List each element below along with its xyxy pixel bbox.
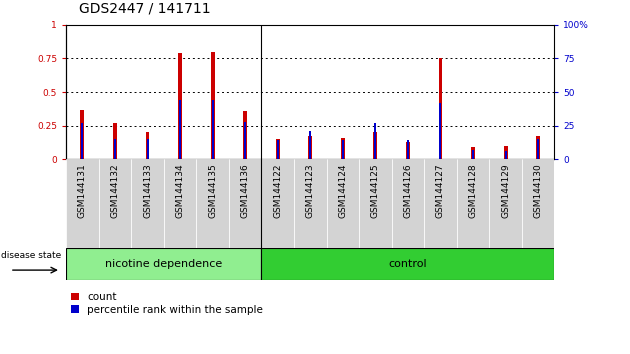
Bar xyxy=(457,159,490,248)
Bar xyxy=(503,146,508,159)
Bar xyxy=(374,132,377,159)
Bar xyxy=(243,111,247,159)
Bar xyxy=(359,159,392,248)
Bar xyxy=(326,159,359,248)
Text: GSM144123: GSM144123 xyxy=(306,164,315,218)
Bar xyxy=(490,159,522,248)
Text: GSM144124: GSM144124 xyxy=(338,164,347,218)
Bar xyxy=(341,138,345,159)
Bar xyxy=(210,52,215,159)
Bar xyxy=(505,151,507,159)
Bar xyxy=(114,139,116,159)
Bar xyxy=(309,131,311,159)
Bar xyxy=(374,123,376,159)
Bar xyxy=(131,159,164,248)
Bar xyxy=(342,141,344,159)
Bar xyxy=(472,150,474,159)
Bar xyxy=(81,109,84,159)
Bar xyxy=(179,100,181,159)
Bar xyxy=(424,159,457,248)
Text: GSM144127: GSM144127 xyxy=(436,164,445,218)
Text: GDS2447 / 141711: GDS2447 / 141711 xyxy=(79,2,210,16)
Bar xyxy=(212,100,214,159)
Bar xyxy=(229,159,261,248)
Text: GSM144132: GSM144132 xyxy=(110,164,120,218)
Bar xyxy=(392,159,424,248)
Bar xyxy=(537,139,539,159)
Bar xyxy=(406,142,410,159)
Text: GSM144122: GSM144122 xyxy=(273,164,282,218)
Text: GSM144133: GSM144133 xyxy=(143,164,152,218)
Text: GSM144128: GSM144128 xyxy=(469,164,478,218)
Text: control: control xyxy=(389,259,427,269)
Bar xyxy=(308,136,312,159)
Bar xyxy=(66,159,99,248)
Bar xyxy=(471,147,475,159)
Bar xyxy=(147,139,149,159)
Bar xyxy=(522,159,554,248)
Text: GSM144131: GSM144131 xyxy=(78,164,87,218)
Bar xyxy=(438,58,442,159)
Bar xyxy=(81,123,83,159)
Text: GSM144126: GSM144126 xyxy=(403,164,413,218)
Bar xyxy=(66,248,261,280)
Bar xyxy=(261,159,294,248)
Bar xyxy=(113,123,117,159)
Bar xyxy=(294,159,326,248)
Bar xyxy=(407,141,409,159)
Bar xyxy=(146,132,149,159)
Text: disease state: disease state xyxy=(1,251,62,260)
Legend: count, percentile rank within the sample: count, percentile rank within the sample xyxy=(71,292,263,315)
Bar xyxy=(99,159,131,248)
Text: GSM144134: GSM144134 xyxy=(176,164,185,218)
Bar xyxy=(440,103,442,159)
Bar xyxy=(178,53,182,159)
Bar xyxy=(244,122,246,159)
Bar xyxy=(536,136,540,159)
Bar xyxy=(277,141,278,159)
Text: nicotine dependence: nicotine dependence xyxy=(105,259,222,269)
Bar xyxy=(261,248,554,280)
Bar xyxy=(164,159,197,248)
Bar xyxy=(276,139,280,159)
Text: GSM144136: GSM144136 xyxy=(241,164,249,218)
Text: GSM144135: GSM144135 xyxy=(208,164,217,218)
Text: GSM144130: GSM144130 xyxy=(534,164,542,218)
Text: GSM144129: GSM144129 xyxy=(501,164,510,218)
Text: GSM144125: GSM144125 xyxy=(371,164,380,218)
Bar xyxy=(197,159,229,248)
